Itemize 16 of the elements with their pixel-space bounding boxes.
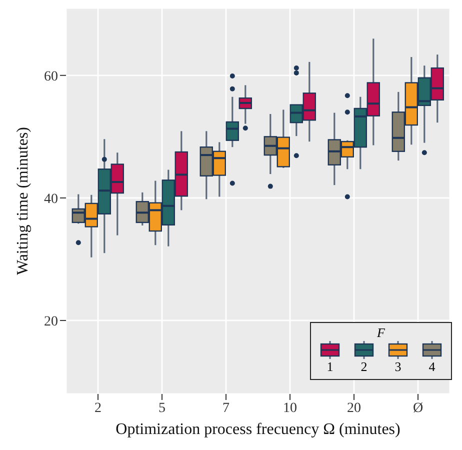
x-tick-label: 7: [222, 400, 230, 416]
legend-label: 4: [428, 359, 436, 375]
x-tick-label: 10: [283, 400, 297, 416]
x-tick-label: 20: [347, 400, 361, 416]
y-tick-label: 20: [44, 314, 58, 330]
y-tick-label: 40: [44, 192, 58, 207]
legend-title: F: [376, 325, 386, 341]
y-axis-title: Waiting time (minutes): [14, 126, 32, 276]
x-tick-label: Ø: [412, 400, 424, 416]
y-tick-label: 60: [44, 69, 58, 84]
x-tick-label: 2: [94, 400, 102, 416]
legend-label: 1: [326, 359, 334, 375]
legend-label: 3: [394, 359, 402, 375]
x-tick-label: 5: [158, 400, 166, 416]
legend-label: 2: [360, 359, 368, 375]
x-axis-title: Optimization process frecuency Ω (minutes): [116, 421, 400, 438]
